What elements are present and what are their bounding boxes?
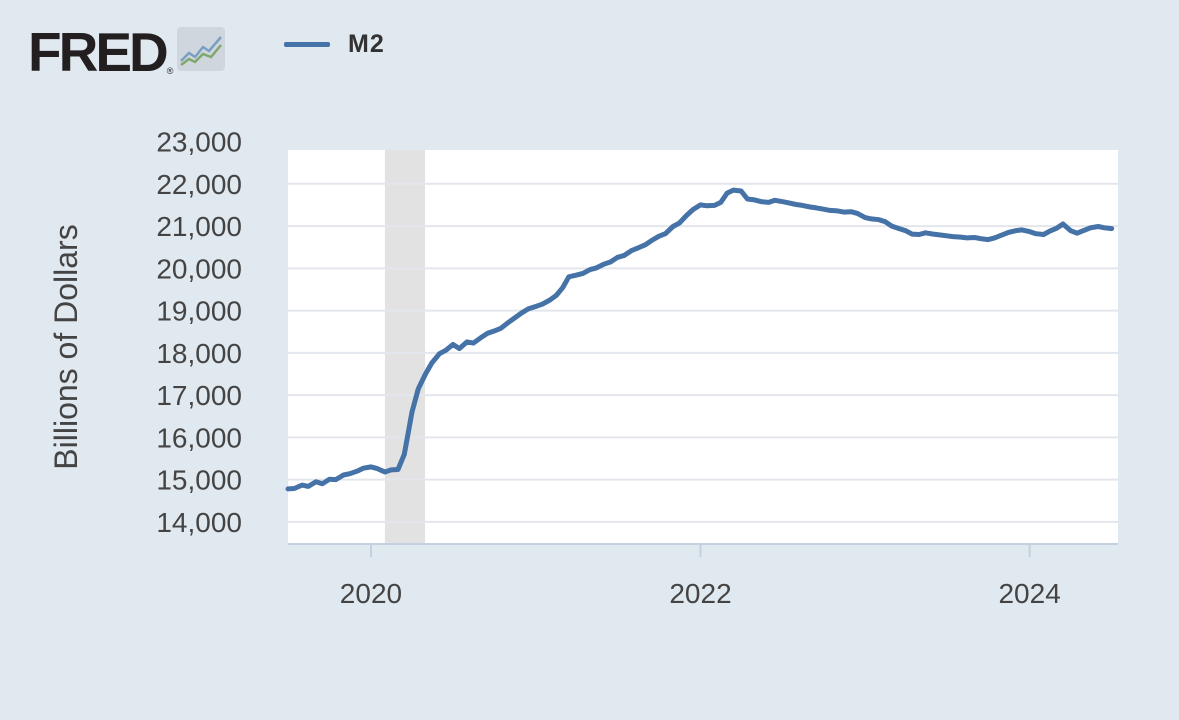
y-tick-label: 19,000 (156, 296, 242, 327)
y-tick-label: 17,000 (156, 380, 242, 411)
recession-shading (384, 150, 426, 543)
y-tick-label: 15,000 (156, 465, 242, 496)
logo-text: FRED (28, 21, 169, 83)
y-tick-label: 14,000 (156, 507, 242, 538)
legend-swatch-m2 (284, 42, 330, 47)
y-tick-label: 16,000 (156, 422, 242, 453)
x-tick-label: 2020 (340, 578, 402, 609)
x-tick-label: 2024 (998, 578, 1060, 609)
series-line-m2 (285, 187, 1115, 492)
plot-area (288, 150, 1118, 543)
registered-mark: ® (166, 66, 174, 76)
y-tick-label: 22,000 (156, 169, 242, 200)
chart-line-icon (177, 27, 226, 76)
x-tick-label: 2022 (669, 578, 731, 609)
y-gridlines (288, 182, 1118, 523)
chart-legend[interactable]: M2 (284, 30, 385, 59)
y-axis-label: Billions of Dollars (48, 224, 84, 469)
y-axis-tick-labels: 14,000 15,000 16,000 17,000 18,000 19,000 20,0… (156, 127, 242, 538)
recession-band (384, 150, 426, 543)
y-tick-label: 20,000 (156, 253, 242, 284)
legend-label-m2: M2 (348, 30, 385, 58)
y-tick-label: 21,000 (156, 211, 242, 242)
y-tick-label: 18,000 (156, 338, 242, 369)
series-layer (285, 187, 1115, 492)
x-axis: 2020 2022 2024 (288, 543, 1118, 609)
y-tick-label: 23,000 (156, 127, 242, 158)
fred-logo[interactable]: FRED ® (28, 21, 226, 83)
